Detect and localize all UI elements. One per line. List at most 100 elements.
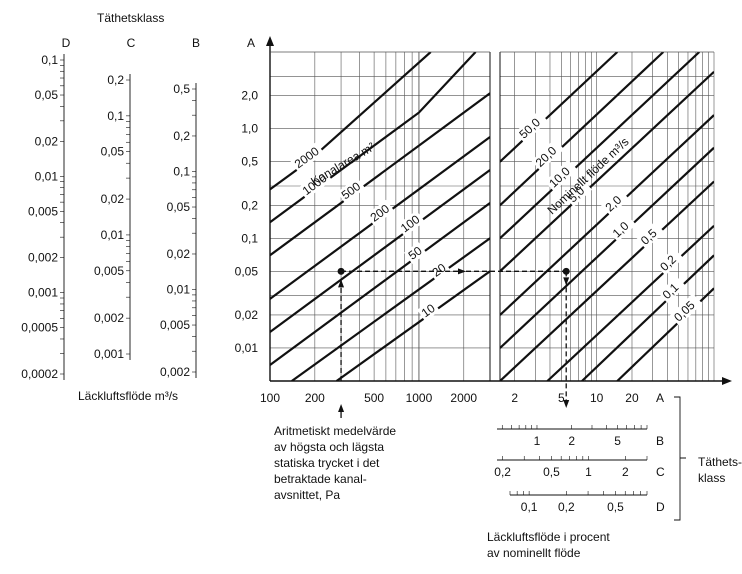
- left-column-0-tick-7: 0,0005: [21, 321, 58, 335]
- left-column-0-tick-5: 0,002: [28, 251, 58, 265]
- right-x-tick-1: 5: [558, 391, 565, 405]
- bottom-density-scales: 1 2 5 B 0,2 0,5 1 2 C 0,1 0,2 0,5 D: [494, 396, 686, 521]
- bottom-footer-line-1: Läckluftsflöde i procent: [487, 530, 610, 544]
- x-annotation-line-1: Aritmetiskt medelvärde: [274, 424, 396, 438]
- axes: [266, 36, 732, 385]
- kanalarea-label-bg-7: [290, 142, 325, 173]
- left-column-name-0: D: [62, 36, 71, 50]
- example-point-right: [562, 267, 570, 275]
- left-column-0-tick-8: 0,0002: [21, 367, 58, 381]
- nominellt-flode-label-bg-1: [658, 275, 687, 304]
- left-column-2-tick-6: 0,005: [160, 318, 190, 332]
- left-column-1-tick-6: 0,002: [94, 311, 124, 325]
- left-column-3-tick-4: 0,1: [241, 231, 258, 245]
- nominellt-flode-label-bg-3: [636, 221, 665, 250]
- left-column-0-tick-0: 0,1: [41, 53, 58, 67]
- left-x-tick-1: 200: [305, 391, 325, 405]
- bottom-row-2-tick-2: 1: [585, 465, 592, 479]
- nominellt-flode-line-7: [500, 52, 701, 240]
- bottom-row-name-1: B: [656, 434, 664, 448]
- left-column-2-tick-5: 0,01: [167, 283, 191, 297]
- kanalarea-label-bg-3: [396, 210, 425, 237]
- kanalarea-line-2: [270, 202, 490, 366]
- left-x-tick-3: 1000: [406, 391, 433, 405]
- left-column-3-tick-1: 1,0: [241, 122, 258, 136]
- bottom-row-3-tick-1: 0,2: [558, 500, 575, 514]
- left-column-2-tick-1: 0,2: [173, 129, 190, 143]
- nominellt-flode-line-2: [546, 224, 714, 381]
- annotation-pointer-arrow: [338, 404, 345, 412]
- left-column-2-tick-0: 0,5: [173, 82, 190, 96]
- left-x-tick-0: 100: [260, 391, 280, 405]
- left-column-2-tick-3: 0,05: [167, 200, 191, 214]
- bottom-row-1-tick-2: 5: [614, 434, 621, 448]
- kanalarea-line-3: [270, 169, 490, 333]
- nominellt-flode-line-8: [500, 52, 665, 207]
- example-reading: [337, 267, 570, 418]
- left-column-2-tick-7: 0,002: [160, 365, 190, 379]
- line-labels: 102050100200500100020000,050,10,20,51,02…: [290, 110, 703, 326]
- bottom-row-name-2: C: [656, 465, 665, 479]
- left-column-3-tick-5: 0,05: [235, 264, 259, 278]
- nominellt-flode-label-bg-4: [608, 214, 637, 242]
- kanalarea-label-bg-2: [403, 241, 427, 264]
- left-column-2-tick-4: 0,02: [167, 247, 191, 261]
- left-column-1-tick-7: 0,001: [94, 347, 124, 361]
- bottom-row-2-tick-0: 0,2: [494, 465, 511, 479]
- bottom-group-label-line-2: klass: [698, 471, 725, 485]
- left-column-0-tick-6: 0,001: [28, 286, 58, 300]
- nominellt-flode-line-1: [581, 254, 714, 381]
- nominellt-flode-label-bg-5: [601, 188, 629, 216]
- example-arrow-up: [338, 279, 345, 288]
- example-arrow-right: [458, 268, 466, 275]
- left-column-3-tick-2: 0,5: [241, 155, 258, 169]
- x-annotation-line-2: av högsta och lägsta: [274, 440, 384, 454]
- kanalarea-line-0: [335, 270, 490, 381]
- nominellt-flode-line-9: [500, 52, 619, 163]
- right-x-tick-0: 2: [511, 391, 518, 405]
- left-column-name-1: C: [127, 36, 136, 50]
- bottom-row-3-tick-2: 0,5: [607, 500, 624, 514]
- bottom-row-3-tick-0: 0,1: [521, 500, 538, 514]
- bottom-footer: Läckluftsflöde i procent av nominellt fl…: [487, 530, 613, 560]
- nominellt-flode-line-6: [500, 70, 714, 273]
- example-arrow-down-1: [563, 277, 570, 286]
- kanalarea-line-1: [291, 237, 490, 381]
- kanalarea-label-bg-4: [365, 199, 395, 226]
- left-column-0-tick-4: 0,005: [28, 204, 58, 218]
- left-scale-title: Täthetsklass: [97, 11, 164, 25]
- bottom-group-brace: [674, 396, 686, 521]
- x-annotation-line-4: betraktade kanal-: [274, 472, 367, 486]
- left-density-scales: D 0,1 0,05 0,02 0,01 0,005 0,002 0,001 0,0005 0,0…: [21, 36, 258, 381]
- nominellt-flode-lines: [500, 52, 714, 381]
- left-x-tick-4: 2000: [450, 391, 477, 405]
- left-scale-footer: Läckluftsflöde m³/s: [78, 389, 178, 403]
- left-column-1-tick-5: 0,005: [94, 264, 124, 278]
- nominellt-flode-line-4: [500, 146, 714, 349]
- x-axis-arrow: [722, 377, 732, 385]
- bottom-row-1-tick-1: 2: [568, 434, 575, 448]
- x-annotation-line-5: avsnittet, Pa: [274, 488, 340, 502]
- left-column-1-tick-4: 0,01: [101, 228, 125, 242]
- x-annotation: Aritmetiskt medelvärde av högsta och läg…: [274, 424, 399, 502]
- left-column-name-2: B: [192, 36, 200, 50]
- left-column-2-tick-2: 0,1: [173, 164, 190, 178]
- nominellt-flode-label-bg-6: [564, 179, 592, 207]
- bottom-row-2-tick-3: 2: [622, 465, 629, 479]
- nominellt-flode-label-bg-7: [544, 159, 578, 192]
- kanalarea-label-bg-0: [417, 299, 440, 322]
- kanalarea-label-bg-5: [337, 177, 366, 204]
- left-column-1-tick-0: 0,2: [107, 73, 124, 87]
- x-tick-labels: 100 200 500 1000 2000 2 5 10 20 A: [260, 391, 664, 405]
- left-column-1-tick-3: 0,02: [101, 192, 125, 206]
- nominellt-flode-label-bg-0: [669, 293, 703, 326]
- left-column-3-tick-6: 0,02: [235, 308, 259, 322]
- left-column-name-3: A: [247, 36, 255, 50]
- example-point-left: [337, 267, 345, 275]
- example-arrow-down-2: [563, 400, 570, 408]
- nominellt-flode-line-3: [500, 180, 714, 381]
- bottom-group-label-line-1: Täthets-: [698, 455, 742, 469]
- left-column-3-tick-3: 0,2: [241, 198, 258, 212]
- bottom-row-name-0: A: [656, 391, 664, 405]
